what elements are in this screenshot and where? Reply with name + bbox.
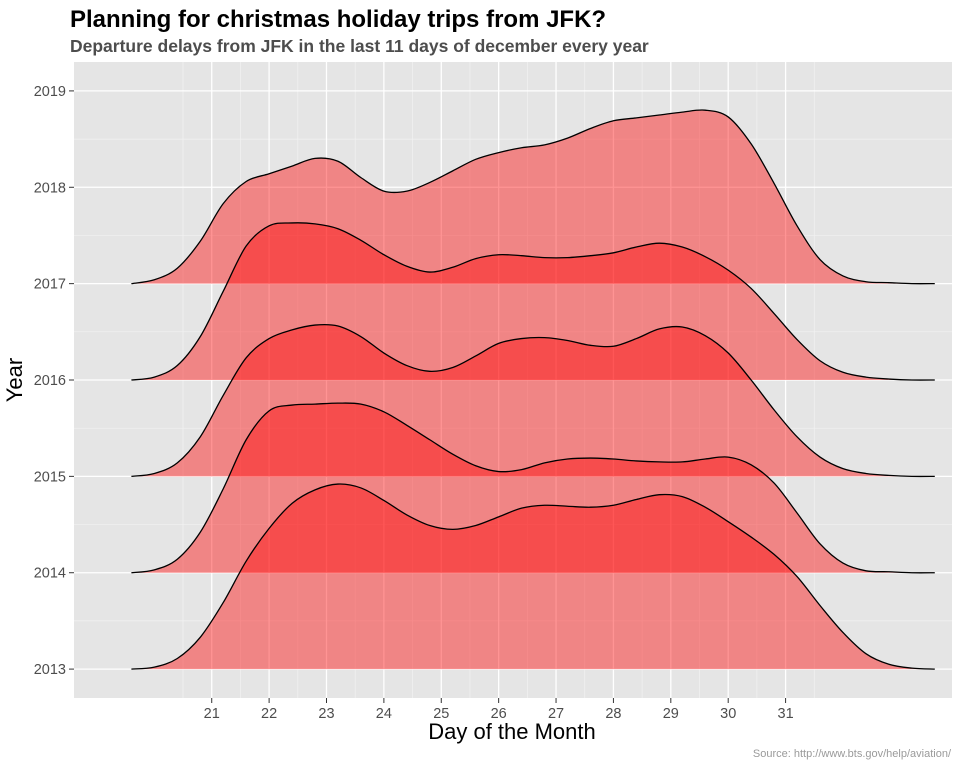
ridge-fill-2016 bbox=[131, 222, 935, 381]
x-tick-label: 22 bbox=[261, 706, 277, 722]
chart-title: Planning for christmas holiday trips fro… bbox=[70, 6, 606, 33]
chart-subtitle: Departure delays from JFK in the last 11… bbox=[70, 36, 649, 56]
y-tick-label: 2018 bbox=[34, 180, 66, 196]
y-tick-label: 2017 bbox=[34, 277, 66, 293]
ridge-fill-2017 bbox=[131, 109, 935, 284]
ridge-line-2014 bbox=[131, 402, 935, 574]
x-axis: 21 22 23 24 25 26 27 28 29 30 31 bbox=[204, 698, 794, 722]
y-axis-title: Year bbox=[2, 358, 27, 402]
ridge-line-2015 bbox=[131, 323, 935, 478]
y-tick-label: 2014 bbox=[34, 566, 66, 582]
ridge-fill-2014 bbox=[131, 403, 935, 573]
x-tick-label: 26 bbox=[491, 706, 507, 722]
x-tick-label: 23 bbox=[318, 706, 334, 722]
x-tick-label: 24 bbox=[376, 706, 392, 722]
ridge-line-2017 bbox=[131, 109, 935, 285]
x-tick-label: 25 bbox=[433, 706, 449, 722]
ridge-line-2016 bbox=[131, 222, 935, 381]
x-tick-label: 31 bbox=[778, 706, 794, 722]
x-axis-title: Day of the Month bbox=[428, 719, 596, 744]
grid-lines bbox=[74, 62, 952, 698]
source-caption: Source: http://www.bts.gov/help/aviation… bbox=[753, 748, 952, 760]
y-tick-label: 2015 bbox=[34, 469, 66, 485]
y-tick-label: 2019 bbox=[34, 84, 66, 100]
ridge-fill-2013 bbox=[131, 484, 935, 670]
x-tick-label: 29 bbox=[663, 706, 679, 722]
x-tick-label: 21 bbox=[204, 706, 220, 722]
x-tick-label: 27 bbox=[548, 706, 564, 722]
density-ridges bbox=[131, 109, 935, 670]
ridge-line-2013 bbox=[131, 483, 935, 670]
y-axis: 2013 2014 2015 2016 2017 2018 2019 bbox=[34, 84, 74, 678]
ridge-fill-2015 bbox=[131, 324, 935, 477]
x-tick-label: 28 bbox=[605, 706, 621, 722]
x-tick-label: 30 bbox=[720, 706, 736, 722]
y-tick-label: 2016 bbox=[34, 373, 66, 389]
y-tick-label: 2013 bbox=[34, 662, 66, 678]
